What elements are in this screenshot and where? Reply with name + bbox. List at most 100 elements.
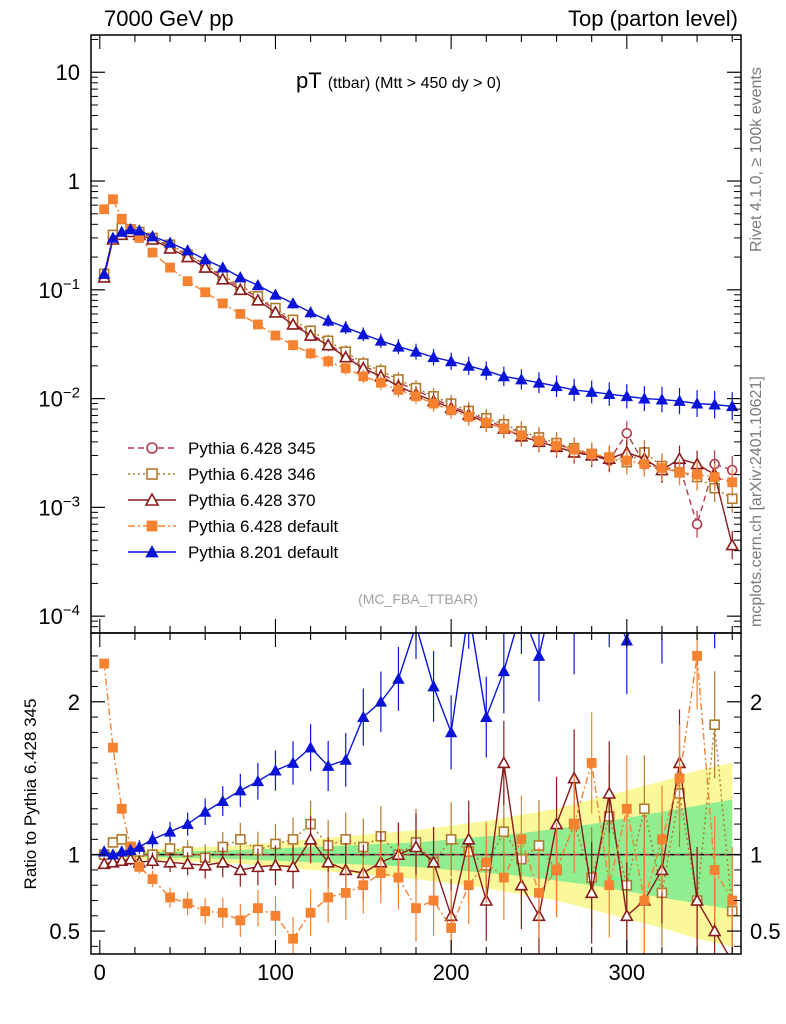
data-point-pdef xyxy=(182,898,193,909)
data-point-p370 xyxy=(215,855,230,868)
data-point-p8 xyxy=(97,845,111,857)
data-point-pdef xyxy=(621,803,632,814)
data-point-pdef xyxy=(639,895,650,906)
legend-entry-p8: Pythia 8.201 default xyxy=(128,543,339,562)
data-point-p8 xyxy=(567,383,581,395)
data-point-p8 xyxy=(603,387,616,399)
data-point-p8 xyxy=(690,397,704,409)
header-process-label: 7000 GeV pp xyxy=(104,6,234,31)
data-point-pdef xyxy=(217,298,228,309)
data-point-p8 xyxy=(444,726,458,738)
data-point-pdef xyxy=(446,923,457,933)
data-point-pdef xyxy=(252,319,263,330)
data-point-p8 xyxy=(427,350,440,363)
data-point-p370 xyxy=(409,839,423,853)
data-point-p8 xyxy=(304,741,317,753)
data-point-pdef xyxy=(217,907,228,918)
title-main-text: pT xyxy=(296,68,322,93)
data-point-p8 xyxy=(216,261,229,273)
ratio-y-tick-label-right: 0.5 xyxy=(750,919,781,944)
data-point-p8 xyxy=(124,843,137,855)
data-point-pdef xyxy=(252,903,263,914)
data-point-p8 xyxy=(497,664,511,677)
data-point-p370 xyxy=(707,923,722,937)
legend-label: Pythia 6.428 346 xyxy=(188,465,316,484)
main-series-group xyxy=(97,194,740,560)
data-point-p8 xyxy=(427,680,440,692)
data-point-p8 xyxy=(234,271,247,283)
data-point-p8 xyxy=(585,385,598,397)
data-point-pdef xyxy=(674,467,685,478)
data-point-pdef xyxy=(134,861,145,872)
data-point-p370 xyxy=(321,337,336,351)
data-point-p370 xyxy=(233,862,248,876)
data-point-p370 xyxy=(268,305,283,318)
data-point-p370 xyxy=(215,272,230,285)
data-point-p8 xyxy=(163,825,177,837)
data-point-p370 xyxy=(163,241,177,254)
data-point-p8 xyxy=(532,649,546,661)
data-point-p370 xyxy=(145,853,160,867)
data-point-pdef xyxy=(727,477,738,488)
data-point-p8 xyxy=(146,230,159,242)
data-point-p8 xyxy=(181,244,194,256)
ratio-y-tick-label-right: 1 xyxy=(750,843,762,868)
legend-marker xyxy=(146,468,158,480)
data-point-p370 xyxy=(268,858,283,871)
data-point-pdef xyxy=(516,430,527,441)
ratio-y-axis-label: Ratio to Pythia 6.428 345 xyxy=(21,699,40,890)
x-tick-label: 200 xyxy=(433,960,470,985)
data-point-p8 xyxy=(638,392,651,404)
header-observable-label: Top (parton level) xyxy=(568,6,738,31)
data-point-p370 xyxy=(619,908,634,922)
data-point-p8 xyxy=(708,398,721,410)
data-point-p370 xyxy=(303,832,318,845)
data-point-p346 xyxy=(340,834,352,845)
data-point-pdef xyxy=(657,463,667,473)
data-point-pdef xyxy=(288,340,298,351)
legend-marker xyxy=(146,520,158,532)
tick-exponent: −4 xyxy=(63,602,80,619)
data-point-pdef xyxy=(108,194,118,205)
data-point-p370 xyxy=(461,832,476,845)
data-point-pdef xyxy=(692,651,702,661)
data-point-pdef xyxy=(481,857,492,868)
data-point-p8 xyxy=(620,389,633,402)
data-point-p346 xyxy=(639,803,650,815)
analysis-watermark: (MC_FBA_TTBAR) xyxy=(358,591,478,607)
data-point-p346 xyxy=(498,826,510,838)
data-point-p370 xyxy=(163,855,177,868)
data-point-pdef xyxy=(498,423,509,434)
data-point-pdef xyxy=(551,440,562,451)
tick-base: 10 xyxy=(38,495,62,520)
data-point-pdef xyxy=(116,803,127,814)
data-point-p8 xyxy=(550,379,563,392)
data-point-pdef xyxy=(569,444,580,455)
data-point-p8 xyxy=(357,710,370,722)
data-point-pdef xyxy=(463,880,474,891)
data-point-pdef xyxy=(323,892,334,903)
tick-exponent: −3 xyxy=(63,493,80,510)
data-point-p346 xyxy=(709,719,720,731)
data-point-pdef xyxy=(375,868,386,878)
data-point-pdef xyxy=(551,865,562,875)
data-point-pdef xyxy=(270,330,281,341)
data-point-pdef xyxy=(235,309,246,319)
data-point-pdef xyxy=(165,262,175,273)
ratio-y-tick-label: 1 xyxy=(68,843,80,868)
x-tick-label: 100 xyxy=(257,960,294,985)
data-point-p370 xyxy=(114,853,129,867)
main-plot-area xyxy=(91,35,741,633)
data-point-p370 xyxy=(338,350,353,363)
tick-base: 10 xyxy=(38,387,62,412)
data-point-pdef xyxy=(182,276,193,287)
data-point-p8 xyxy=(251,774,265,787)
data-point-p8 xyxy=(374,695,388,707)
main-title: pT (ttbar) (Mtt > 450 dy > 0) xyxy=(296,68,501,93)
data-point-pdef xyxy=(586,758,597,768)
ratio-y-tick-label: 0.5 xyxy=(49,919,80,944)
data-point-p346 xyxy=(235,834,246,845)
data-point-pdef xyxy=(586,449,597,459)
data-point-pdef xyxy=(446,405,457,416)
